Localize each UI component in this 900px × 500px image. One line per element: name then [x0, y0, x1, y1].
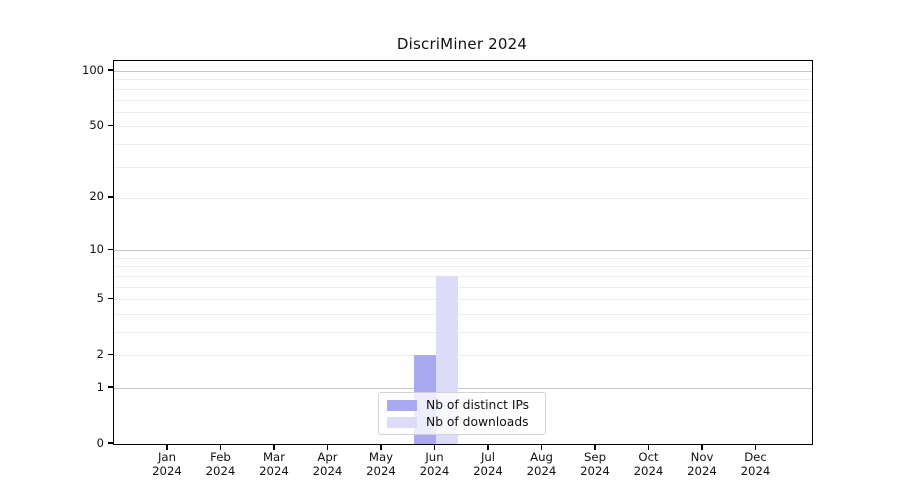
- x-tick-year: 2024: [526, 464, 557, 479]
- x-tick-label: Aug 2024: [514, 450, 570, 479]
- x-tick-label: Mar 2024: [246, 450, 302, 479]
- legend-swatch-downloads: [387, 416, 417, 428]
- x-tick-year: 2024: [687, 464, 717, 479]
- plot-area: Nb of distinct IPs Nb of downloads: [113, 60, 813, 445]
- y-tick-mark: [108, 196, 113, 198]
- gridline-major: [114, 388, 812, 389]
- gridline-minor: [114, 99, 812, 101]
- y-tick-label: 50: [89, 117, 104, 132]
- gridline-minor: [114, 79, 812, 81]
- legend-item-downloads: Nb of downloads: [387, 415, 536, 429]
- x-tick-mark: [540, 444, 543, 450]
- gridline-minor: [114, 275, 812, 277]
- y-tick-mark: [108, 69, 113, 71]
- gridline-major: [114, 250, 812, 252]
- y-tick-label: 5: [96, 290, 104, 305]
- x-tick-year: 2024: [205, 464, 236, 479]
- x-tick-month: Nov: [690, 450, 714, 464]
- x-tick-mark: [433, 444, 436, 450]
- x-tick-year: 2024: [580, 464, 610, 479]
- gridline-minor: [114, 166, 812, 168]
- y-tick-label: 1: [96, 379, 104, 394]
- x-tick-month: Feb: [210, 450, 231, 464]
- legend-label-distinct-ips: Nb of distinct IPs: [426, 398, 530, 412]
- x-tick-month: Apr: [317, 450, 338, 464]
- x-tick-mark: [594, 444, 596, 450]
- x-tick-month: Dec: [744, 450, 767, 464]
- x-tick-year: 2024: [152, 464, 182, 479]
- gridline-minor: [114, 313, 812, 315]
- y-tick-mark: [108, 124, 113, 126]
- y-tick-mark: [108, 386, 113, 388]
- x-tick-mark: [754, 444, 757, 450]
- x-tick-month: May: [368, 450, 394, 464]
- legend-label-downloads: Nb of downloads: [426, 415, 529, 429]
- x-tick-label: Apr 2024: [300, 450, 356, 479]
- gridline-minor: [114, 197, 812, 199]
- x-tick-year: 2024: [419, 464, 450, 479]
- x-tick-month: Jun: [425, 450, 444, 464]
- x-tick-month: Aug: [530, 450, 553, 464]
- x-tick-year: 2024: [312, 464, 343, 479]
- x-tick-label: May 2024: [353, 450, 409, 479]
- legend: Nb of distinct IPs Nb of downloads: [378, 392, 546, 435]
- x-tick-month: Jan: [157, 450, 177, 464]
- y-tick-label: 20: [89, 189, 104, 204]
- x-tick-mark: [380, 444, 382, 450]
- x-tick-month: Sep: [583, 450, 607, 464]
- gridline-minor: [114, 143, 812, 145]
- y-tick-label: 10: [89, 241, 104, 256]
- x-tick-label: Dec 2024: [728, 450, 784, 479]
- x-tick-label: Jun 2024: [407, 450, 463, 479]
- legend-swatch-distinct-ips: [387, 399, 417, 411]
- x-tick-year: 2024: [740, 464, 771, 479]
- gridline-minor: [114, 286, 812, 288]
- gridline-minor: [114, 257, 812, 259]
- x-tick-year: 2024: [473, 464, 503, 479]
- gridline-minor: [114, 126, 812, 128]
- legend-item-distinct-ips: Nb of distinct IPs: [387, 398, 536, 412]
- x-tick-mark: [273, 444, 275, 450]
- x-tick-year: 2024: [366, 464, 396, 479]
- x-tick-label: Feb 2024: [193, 450, 249, 479]
- gridline-major: [114, 71, 812, 72]
- y-tick-label: 2: [96, 346, 104, 361]
- y-tick-mark: [108, 248, 113, 250]
- x-tick-label: Nov 2024: [674, 450, 730, 479]
- x-tick-label: Sep 2024: [567, 450, 623, 479]
- x-tick-mark: [326, 444, 329, 450]
- gridline-minor: [114, 88, 812, 90]
- x-tick-year: 2024: [633, 464, 664, 479]
- x-tick-mark: [647, 444, 650, 450]
- chart-title: DiscriMiner 2024: [396, 35, 528, 53]
- x-tick-month: Mar: [262, 450, 286, 464]
- gridline-minor: [114, 332, 812, 333]
- y-tick-label: 0: [96, 435, 104, 450]
- y-tick-mark: [108, 442, 113, 444]
- x-tick-year: 2024: [259, 464, 289, 479]
- gridline-minor: [114, 299, 812, 301]
- x-tick-mark: [219, 444, 222, 450]
- x-tick-mark: [166, 444, 168, 450]
- x-tick-month: Jul: [480, 450, 496, 464]
- x-tick-label: Jan 2024: [139, 450, 195, 479]
- y-tick-mark: [108, 353, 113, 355]
- y-tick-label: 100: [82, 62, 104, 77]
- x-tick-month: Oct: [638, 450, 659, 464]
- x-tick-label: Jul 2024: [460, 450, 516, 479]
- x-tick-label: Oct 2024: [621, 450, 677, 479]
- gridline-minor: [114, 111, 812, 113]
- gridline-minor: [114, 266, 812, 268]
- gridline-minor: [114, 355, 812, 357]
- x-tick-mark: [701, 444, 703, 450]
- x-tick-mark: [487, 444, 489, 450]
- y-tick-mark: [108, 297, 113, 299]
